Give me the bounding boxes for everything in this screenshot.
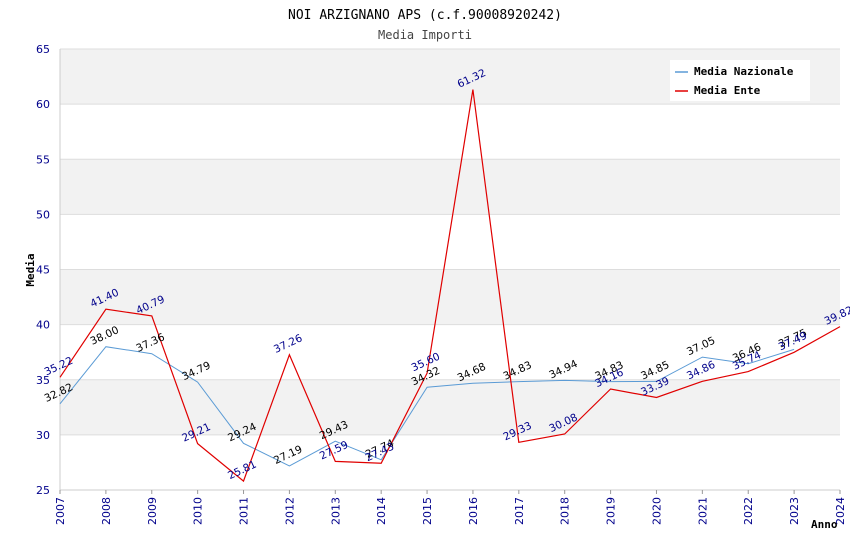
x-tick-label: 2022 (742, 497, 755, 525)
y-tick-label: 60 (36, 98, 50, 111)
band-55 (60, 104, 840, 160)
band-40 (60, 269, 840, 325)
x-tick-label: 2011 (238, 497, 251, 525)
series-lines (59, 89, 841, 483)
x-axis-ticks: 2007 2008 2009 2010 2011 2012 2013 2014 2015 2016… (54, 490, 847, 525)
y-axis-ticks: 25 30 35 40 45 50 55 60 65 (36, 43, 50, 497)
band-35 (60, 324, 840, 380)
x-tick-label: 2023 (788, 497, 801, 525)
x-tick-label: 2021 (696, 497, 709, 525)
x-tick-label: 2010 (192, 497, 205, 525)
y-tick-label: 65 (36, 43, 50, 56)
x-tick-label: 2013 (329, 497, 342, 525)
legend-box (670, 60, 810, 101)
x-tick-label: 2014 (375, 497, 388, 525)
y-tick-label: 40 (36, 319, 50, 332)
y-tick-label: 55 (36, 153, 50, 166)
x-tick-label: 2015 (421, 497, 434, 525)
x-tick-label: 2009 (146, 497, 159, 525)
band-25 (60, 434, 840, 490)
legend: Media Nazionale Media Ente (670, 60, 810, 101)
x-tick-label: 2012 (283, 497, 296, 525)
y-tick-label: 25 (36, 484, 50, 497)
y-tick-label: 30 (36, 429, 50, 442)
x-tick-label: 2017 (513, 497, 526, 525)
band-30 (60, 379, 840, 435)
legend-label-media-nazionale: Media Nazionale (694, 65, 794, 78)
axes (59, 49, 840, 491)
x-tick-label: 2007 (54, 497, 67, 525)
y-tick-label: 35 (36, 374, 50, 387)
background-bands (60, 49, 840, 490)
x-tick-label: 2008 (100, 497, 113, 525)
y-tick-label: 45 (36, 264, 50, 277)
chart-subtitle: Media Importi (378, 28, 472, 42)
x-tick-label: 2016 (467, 497, 480, 525)
x-tick-label: 2024 (834, 497, 847, 525)
x-tick-label: 2020 (650, 497, 663, 525)
series-line-media-ente (59, 89, 841, 483)
band-50 (60, 159, 840, 215)
x-tick-label: 2018 (559, 497, 572, 525)
chart-title: NOI ARZIGNANO APS (c.f.90008920242) (288, 8, 562, 23)
y-tick-label: 50 (36, 208, 50, 221)
y-axis-label: Media (24, 253, 37, 286)
legend-label-media-ente: Media Ente (694, 84, 761, 97)
x-axis-label: Anno (811, 518, 838, 531)
x-tick-label: 2019 (605, 497, 618, 525)
band-45 (60, 214, 840, 270)
series-line-media-nazionale (59, 346, 795, 467)
